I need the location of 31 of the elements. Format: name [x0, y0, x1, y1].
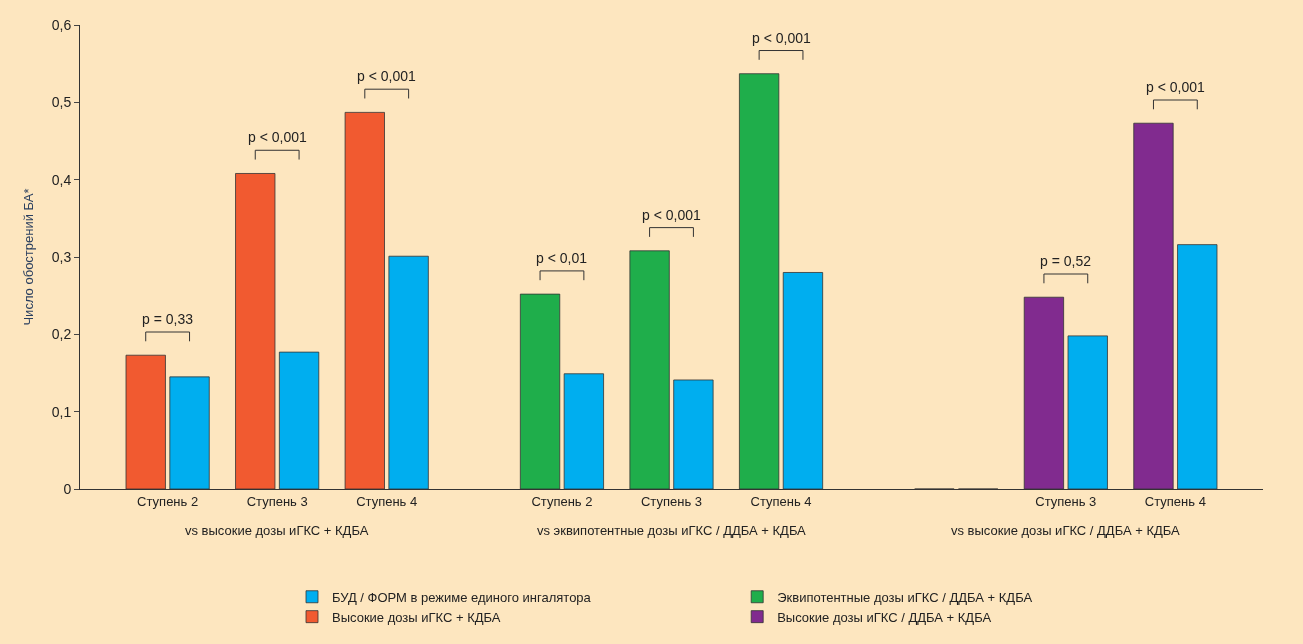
- y-tick-label: 0,3: [51, 248, 72, 265]
- y-tick-label: 0,6: [51, 16, 72, 33]
- x-tick-label: Ступень 2: [531, 493, 593, 509]
- y-tick-label: 0,4: [51, 171, 72, 188]
- annotation: p < 0,001: [248, 129, 307, 145]
- text: vs высокие дозы иГКС / ДДБА + КДБА: [951, 523, 1181, 538]
- legend-label: Высокие дозы иГКС + КДБА: [332, 609, 501, 625]
- x-tick-label: Ступень 4: [1144, 493, 1206, 509]
- annotation: p < 0,001: [1146, 79, 1205, 95]
- x-tick-label: Ступень 3: [246, 493, 308, 509]
- annotation: p = 0,33: [142, 311, 194, 327]
- legend-label: Высокие дозы иГКС / ДДБА + КДБА: [777, 609, 992, 625]
- y-tick-label: 0,1: [51, 403, 72, 420]
- annotation: p = 0,52: [1040, 253, 1092, 269]
- annotation: p < 0,001: [357, 68, 416, 84]
- annotation: p < 0,01: [536, 250, 588, 266]
- y-tick-label: 0,2: [51, 326, 72, 343]
- annotation: p < 0,001: [642, 207, 701, 223]
- x-tick-label: Ступень 2: [137, 493, 199, 509]
- x-tick-label: Ступень 3: [640, 493, 703, 509]
- x-tick-label: Ступень 4: [356, 493, 418, 509]
- x-tick-label: Ступень 3: [1035, 493, 1097, 509]
- y-tick-label: 0: [63, 480, 72, 497]
- y-tick-label: 0,5: [51, 94, 72, 111]
- x-tick-label: Ступень 4: [750, 493, 812, 509]
- legend-label: БУД / ФОРМ в режиме единого ингалятора: [332, 589, 592, 605]
- text: vs эквипотентные дозы иГКС / ДДБА + КДБА: [537, 523, 807, 538]
- text: vs высокие дозы иГКС + КДБА: [185, 523, 369, 538]
- legend-label: Эквипотентные дозы иГКС / ДДБА + КДБА: [777, 589, 1033, 605]
- annotation: p < 0,001: [752, 30, 811, 46]
- y-axis-title: Число обострений БА*: [20, 188, 36, 326]
